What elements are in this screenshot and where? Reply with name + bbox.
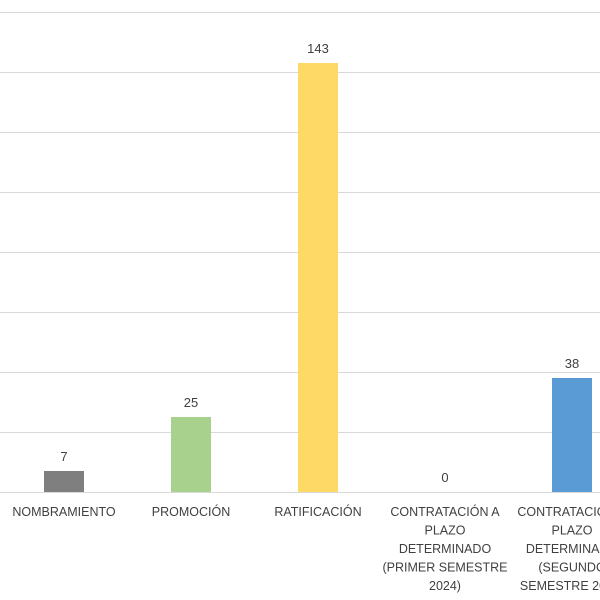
bar <box>552 378 592 492</box>
bar <box>298 63 338 492</box>
category-label: PLAZO <box>552 524 593 538</box>
data-label: 25 <box>184 395 198 410</box>
category-label: CONTRATACIÓN A <box>390 504 500 519</box>
category-label: (SEGUNDO <box>538 561 600 575</box>
category-label: PLAZO <box>425 524 466 538</box>
bar <box>171 417 211 492</box>
bars <box>44 63 592 492</box>
category-label: CONTRATACIÓN A <box>517 504 600 519</box>
category-label: DETERMINADO <box>526 542 600 556</box>
category-label: NOMBRAMIENTO <box>12 505 116 519</box>
data-label: 38 <box>565 356 579 371</box>
category-label: SEMESTRE 2024) <box>520 579 600 593</box>
data-label: 143 <box>307 41 329 56</box>
category-label: (PRIMER SEMESTRE <box>382 561 507 575</box>
bar <box>44 471 84 492</box>
data-label: 0 <box>441 470 448 485</box>
category-label: RATIFICACIÓN <box>274 504 361 519</box>
category-label: DETERMINADO <box>399 542 492 556</box>
category-labels: NOMBRAMIENTO PROMOCIÓN RATIFICACIÓN CONTRAT… <box>12 504 600 593</box>
data-labels: 7 25 143 0 38 <box>60 41 579 485</box>
data-label: 7 <box>60 449 67 464</box>
category-label: 2024) <box>429 579 461 593</box>
category-label: PROMOCIÓN <box>152 504 230 519</box>
